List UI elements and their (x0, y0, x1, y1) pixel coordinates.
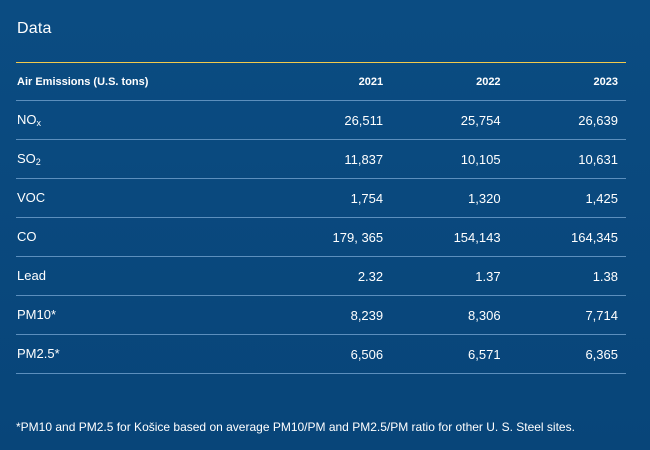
panel-title: Data (17, 20, 52, 37)
column-header-2021: 2021 (274, 62, 392, 101)
cell-2022: 154,143 (391, 217, 509, 257)
table-row: PM2.5* 6,506 6,571 6,365 (16, 334, 626, 374)
row-label: VOC (16, 178, 275, 218)
footnote: *PM10 and PM2.5 for Košice based on aver… (16, 420, 575, 434)
row-label: CO (16, 217, 275, 257)
table-row: NOx 26,511 25,754 26,639 (16, 100, 626, 140)
table-header-row: Air Emissions (U.S. tons) 2021 2022 2023 (16, 62, 626, 101)
cell-2023: 1.38 (508, 256, 626, 296)
air-emissions-table: Air Emissions (U.S. tons) 2021 2022 2023… (16, 62, 626, 374)
table-row: VOC 1,754 1,320 1,425 (16, 178, 626, 218)
cell-2021: 26,511 (274, 100, 392, 140)
row-label: NOx (16, 100, 275, 140)
cell-2021: 179, 365 (274, 217, 392, 257)
table-row: SO2 11,837 10,105 10,631 (16, 139, 626, 179)
cell-2021: 1,754 (274, 178, 392, 218)
cell-2022: 6,571 (391, 334, 509, 374)
table-row: CO 179, 365 154,143 164,345 (16, 217, 626, 257)
cell-2021: 8,239 (274, 295, 392, 335)
cell-2023: 26,639 (508, 100, 626, 140)
table-row: Lead 2.32 1.37 1.38 (16, 256, 626, 296)
cell-2021: 11,837 (274, 139, 392, 179)
table-row: PM10* 8,239 8,306 7,714 (16, 295, 626, 335)
cell-2023: 1,425 (508, 178, 626, 218)
cell-2023: 6,365 (508, 334, 626, 374)
cell-2021: 6,506 (274, 334, 392, 374)
column-header-2023: 2023 (508, 62, 626, 101)
cell-2022: 25,754 (391, 100, 509, 140)
cell-2022: 10,105 (391, 139, 509, 179)
cell-2022: 1,320 (391, 178, 509, 218)
cell-2021: 2.32 (274, 256, 392, 296)
cell-2023: 10,631 (508, 139, 626, 179)
cell-2023: 7,714 (508, 295, 626, 335)
cell-2022: 8,306 (391, 295, 509, 335)
cell-2022: 1.37 (391, 256, 509, 296)
row-label: PM10* (16, 295, 275, 335)
cell-2023: 164,345 (508, 217, 626, 257)
row-label: Lead (16, 256, 275, 296)
column-header-2022: 2022 (391, 62, 509, 101)
row-label: PM2.5* (16, 334, 275, 374)
column-header-label: Air Emissions (U.S. tons) (16, 62, 275, 101)
row-label: SO2 (16, 139, 275, 179)
